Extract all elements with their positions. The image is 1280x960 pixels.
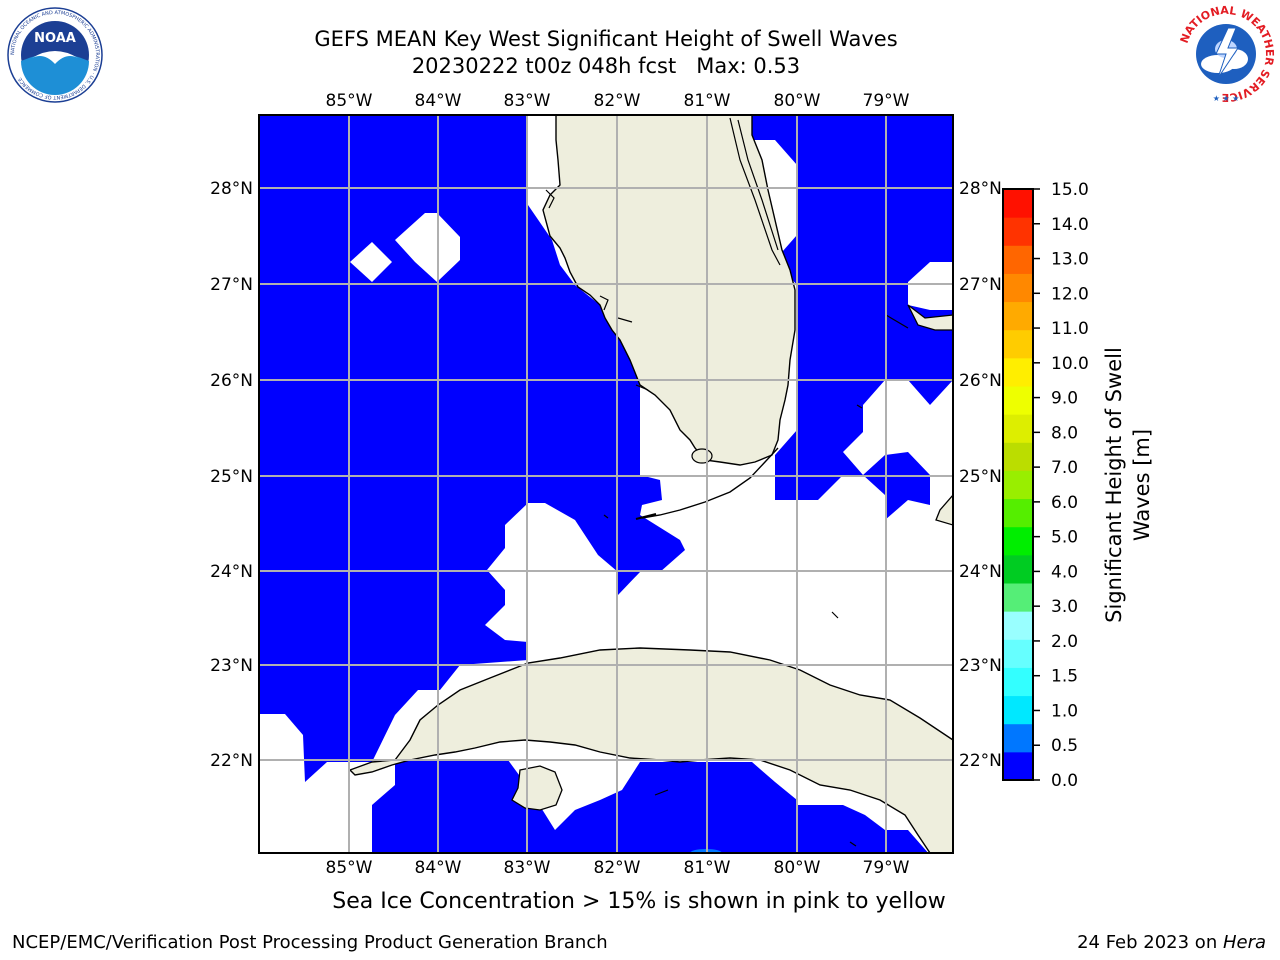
lat-tick-label: 26°N — [959, 371, 1002, 391]
colorbar-segment — [1003, 639, 1033, 668]
colorbar-segment — [1003, 498, 1033, 528]
land-florida — [542, 115, 796, 466]
land-isla-juventud — [511, 765, 563, 811]
colorbar-segment — [1003, 583, 1033, 612]
lon-tick-labels-bottom: 85°W 84°W 83°W 82°W 81°W 80°W 79°W — [326, 858, 910, 878]
colorbar-tick-label: 3.0 — [1051, 597, 1078, 617]
noaa-logo: NATIONAL OCEANIC AND ATMOSPHERIC ADMINIS… — [7, 7, 103, 103]
map-gridlines — [259, 115, 953, 853]
lat-tick-label: 23°N — [959, 656, 1002, 676]
colorbar-tick-label: 4.0 — [1051, 562, 1078, 582]
lat-tick-label: 27°N — [959, 275, 1002, 295]
swell-field-atlantic — [752, 115, 953, 520]
lon-tick-labels-top: 85°W 84°W 83°W 82°W 81°W 80°W 79°W — [326, 91, 910, 111]
map-frame — [258, 114, 954, 854]
colorbar-tick-labels: 15.0 14.0 13.0 12.0 11.0 10.0 9.0 8.0 7.0 6.0 5.0 4… — [1033, 180, 1089, 791]
lat-tick-label: 24°N — [959, 562, 1002, 582]
lat-tick-label: 26°N — [210, 371, 253, 391]
footer-date-text: 24 Feb 2023 on — [1077, 932, 1223, 953]
lat-tick-label: 25°N — [210, 467, 253, 487]
lon-tick-label: 85°W — [326, 858, 373, 878]
swell-field-gulf — [259, 115, 685, 782]
lat-tick-labels-left: 28°N 27°N 26°N 25°N 24°N 23°N 22°N — [210, 179, 253, 771]
colorbar-tick-label: 6.0 — [1051, 493, 1078, 513]
colorbar-segment — [1003, 273, 1033, 303]
title-line-1: GEFS MEAN Key West Significant Height of… — [314, 27, 898, 51]
colorbar-segment — [1003, 245, 1033, 274]
colorbar-segment — [1003, 667, 1033, 697]
swell-field-caribbean — [372, 760, 929, 853]
footer-host: Hera — [1222, 932, 1266, 953]
colorbar-segment — [1003, 751, 1033, 781]
lat-tick-label: 28°N — [210, 179, 253, 199]
colorbar-segment — [1003, 526, 1033, 556]
lon-tick-label: 79°W — [863, 91, 910, 111]
map-plot-area — [259, 115, 953, 853]
colorbar-tick-label: 7.0 — [1051, 458, 1078, 478]
footer-branch: NCEP/EMC/Verification Post Processing Pr… — [12, 932, 608, 953]
lat-tick-label: 23°N — [210, 656, 253, 676]
lon-tick-label: 84°W — [415, 91, 462, 111]
colorbar-segment — [1003, 414, 1033, 443]
colorbar-tick-label: 5.0 — [1051, 528, 1078, 548]
colorbar-tick-label: 15.0 — [1051, 180, 1089, 200]
colorbar-frame — [1002, 188, 1034, 781]
nws-logo: NATIONAL WEATHER SERVICE ★ ★ ★ — [1178, 4, 1276, 104]
footer-date: 24 Feb 2023 on Hera — [1077, 932, 1266, 953]
colorbar — [1002, 188, 1034, 781]
colorbar-segment — [1003, 470, 1033, 500]
lon-tick-label: 80°W — [774, 91, 821, 111]
colorbar-tick-label: 8.0 — [1051, 423, 1078, 443]
noaa-text: NOAA — [34, 31, 76, 46]
colorbar-tick-label: 11.0 — [1051, 319, 1089, 339]
colorbar-tick-label: 1.0 — [1051, 701, 1078, 721]
lon-tick-label: 79°W — [863, 858, 910, 878]
colorbar-segment — [1003, 217, 1033, 246]
colorbar-label: Significant Height of Swell Waves [m] — [1102, 347, 1154, 623]
colorbar-tick-label: 1.5 — [1051, 667, 1078, 687]
lon-tick-label: 83°W — [504, 91, 551, 111]
lon-tick-label: 82°W — [594, 858, 641, 878]
colorbar-tick-label: 0.5 — [1051, 736, 1078, 756]
sea-ice-caption: Sea Ice Concentration > 15% is shown in … — [332, 889, 946, 914]
colorbar-tick-label: 9.0 — [1051, 389, 1078, 409]
lon-tick-label: 83°W — [504, 858, 551, 878]
title-line-2: 20230222 t00z 048h fcst Max: 0.53 — [411, 54, 801, 78]
lon-tick-label: 84°W — [415, 858, 462, 878]
colorbar-segment — [1003, 554, 1033, 584]
lon-tick-label: 85°W — [326, 91, 373, 111]
colorbar-segment — [1003, 723, 1033, 753]
land-bahamas — [907, 304, 953, 331]
colorbar-segment — [1003, 301, 1033, 331]
colorbar-segment — [1003, 189, 1033, 218]
lon-tick-label: 82°W — [594, 91, 641, 111]
colorbar-tick-label: 10.0 — [1051, 354, 1089, 374]
chart-title: GEFS MEAN Key West Significant Height of… — [200, 26, 1012, 80]
colorbar-segment — [1003, 611, 1033, 640]
colorbar-segment — [1003, 386, 1033, 415]
colorbar-tick-label: 12.0 — [1051, 284, 1089, 304]
svg-text:★ ★ ★: ★ ★ ★ — [1213, 94, 1240, 103]
colorbar-segment — [1003, 695, 1033, 725]
colorbar-tick-label: 14.0 — [1051, 215, 1089, 235]
colorbar-segment — [1003, 329, 1033, 359]
lon-tick-label: 81°W — [684, 858, 731, 878]
colorbar-tick-label: 13.0 — [1051, 250, 1089, 270]
lat-tick-label: 22°N — [210, 751, 253, 771]
colorbar-tick-label: 0.0 — [1051, 771, 1078, 791]
lat-tick-label: 27°N — [210, 275, 253, 295]
lat-tick-label: 24°N — [210, 562, 253, 582]
lat-tick-labels-right: 28°N 27°N 26°N 25°N 24°N 23°N 22°N — [959, 179, 1002, 771]
colorbar-segment — [1003, 357, 1033, 387]
lon-tick-label: 81°W — [684, 91, 731, 111]
colorbar-tick-label: 2.0 — [1051, 632, 1078, 652]
lat-tick-label: 28°N — [959, 179, 1002, 199]
lat-tick-label: 22°N — [959, 751, 1002, 771]
lat-tick-label: 25°N — [959, 467, 1002, 487]
colorbar-segment — [1003, 442, 1033, 471]
lon-tick-label: 80°W — [774, 858, 821, 878]
